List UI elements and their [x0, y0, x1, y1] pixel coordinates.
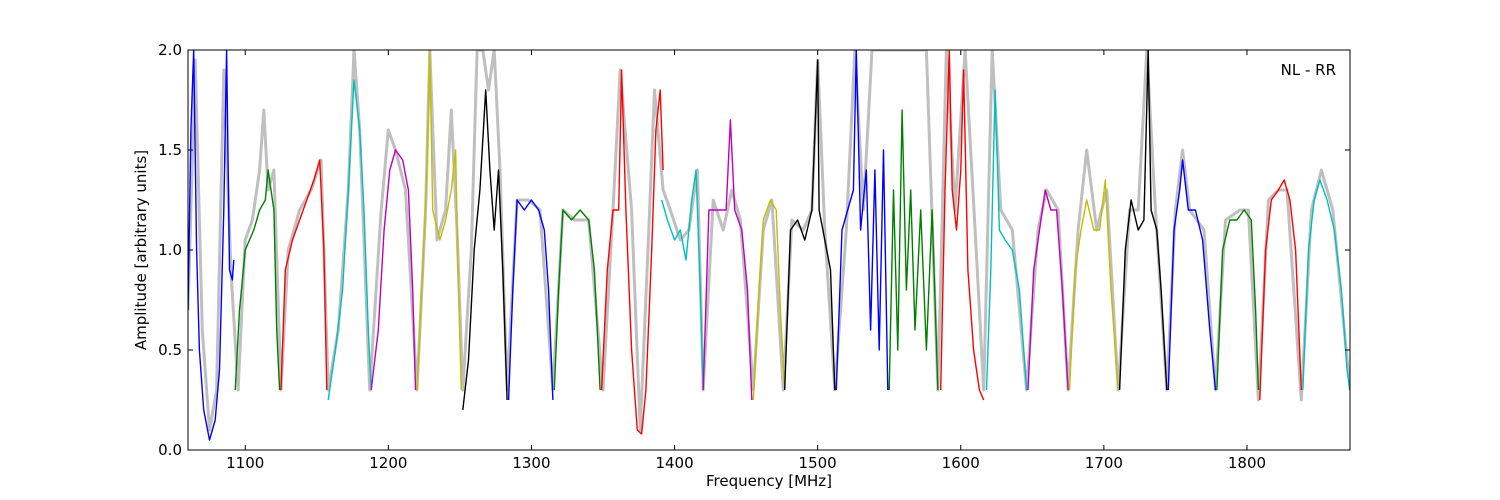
y-tick-label: 0.0	[158, 441, 182, 459]
series-line-19	[1027, 189, 1069, 391]
series-line-21	[1118, 50, 1168, 391]
x-axis: 1100 1200 1300 1400 1500 1600 1700 1800	[226, 50, 1266, 472]
x-axis-label: Frequency [MHz]	[706, 472, 832, 490]
series-line-5	[370, 149, 417, 391]
y-tick-label: 2.0	[158, 41, 182, 59]
series-line-15	[835, 50, 889, 391]
y-tick-label: 1.0	[158, 241, 182, 259]
series-line-25	[1302, 179, 1350, 391]
series-layer	[188, 50, 1350, 441]
series-line-14	[784, 59, 836, 391]
y-axis-label: Amplitude [arbitrary units]	[132, 150, 150, 350]
series-line-4	[327, 79, 372, 401]
series-line-3	[280, 159, 328, 391]
y-axis: 0.0 0.5 1.0 1.5 2.0	[158, 41, 1350, 459]
series-line-11	[661, 169, 704, 391]
x-tick-label: 1100	[226, 454, 264, 472]
annotation-label: NL - RR	[1281, 61, 1336, 79]
series-line-2	[234, 169, 281, 391]
series-line-18	[985, 89, 1028, 391]
series-line-10	[600, 69, 664, 435]
series-line-8	[507, 199, 554, 401]
series-line-9	[553, 209, 601, 391]
series-line-12	[702, 119, 753, 401]
x-tick-label: 1300	[512, 454, 550, 472]
series-line-13	[752, 199, 786, 401]
series-line-7	[462, 89, 508, 411]
series-line-6	[416, 50, 462, 391]
x-tick-label: 1400	[655, 454, 693, 472]
series-line-17	[940, 50, 985, 401]
series-line-1	[188, 50, 235, 441]
y-tick-label: 1.5	[158, 141, 182, 159]
x-tick-label: 1700	[1085, 454, 1123, 472]
series-line-22	[1167, 159, 1217, 391]
series-line-16	[888, 109, 939, 391]
y-tick-label: 0.5	[158, 341, 182, 359]
x-tick-label: 1200	[369, 454, 407, 472]
x-tick-label: 1500	[799, 454, 837, 472]
series-line-20	[1068, 179, 1119, 391]
series-line-23	[1216, 209, 1260, 391]
series-line-24	[1259, 179, 1302, 401]
x-tick-label: 1600	[942, 454, 980, 472]
x-tick-label: 1800	[1228, 454, 1266, 472]
